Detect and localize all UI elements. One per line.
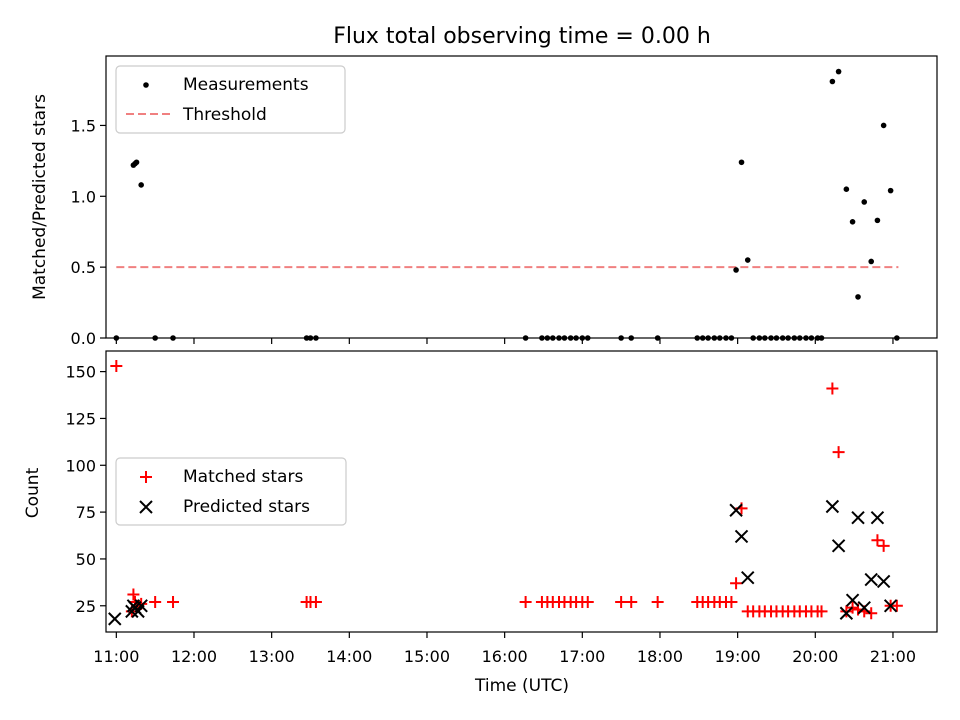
ratio-y-tick-label: 1.0 (71, 187, 96, 206)
count-panel-frame (105, 350, 938, 633)
count-y-tick-label: 25 (76, 597, 96, 616)
measurement-point (868, 258, 875, 265)
predicted-star-point (134, 599, 148, 613)
predicted-star-point (108, 612, 122, 626)
matched-star-point (615, 596, 628, 609)
measurement-point (843, 186, 850, 193)
matched-star-point (725, 596, 738, 609)
matched-star-point (832, 446, 845, 459)
legend-measurements-marker (143, 82, 149, 88)
matched-star-point (581, 596, 594, 609)
x-tick-label: 21:00 (870, 647, 916, 666)
measurement-point (733, 267, 739, 273)
matched-star-point (890, 599, 903, 612)
count-legend-box (115, 457, 347, 526)
measurement-point (861, 199, 868, 205)
x-tick-label: 12:00 (171, 647, 217, 666)
predicted-star-point (864, 572, 878, 587)
predicted-star-point (831, 539, 846, 553)
ratio-panel: 0.0 0.5 1.0 1.5 Matched/Predicted stars Mea… (30, 55, 938, 348)
measurement-point (887, 187, 894, 194)
count-y-tick-label: 125 (65, 409, 96, 428)
matched-star-point (840, 605, 853, 618)
ratio-y-axis-label: Matched/Predicted stars (30, 94, 50, 300)
matched-star-point (110, 359, 123, 372)
matched-star-point (826, 382, 839, 395)
matched-star-point (519, 596, 532, 609)
measurement-point (133, 159, 140, 166)
measurement-point (874, 217, 881, 224)
x-tick-label: 19:00 (715, 647, 761, 666)
x-tick-label: 17:00 (559, 647, 605, 666)
count-legend: Matched stars Predicted stars (115, 457, 347, 526)
predicted-star-point (741, 570, 755, 585)
matched-star-point (309, 596, 322, 609)
predicted-star-point (883, 599, 898, 613)
predicted-star-point (870, 511, 885, 525)
x-tick-label: 14:00 (326, 647, 372, 666)
matched-star-point (871, 534, 884, 547)
matched-star-point (815, 605, 828, 618)
matched-star-point (651, 596, 664, 609)
matched-star-point (127, 588, 140, 601)
legend-predicted-label: Predicted stars (183, 497, 310, 517)
x-tick-label: 13:00 (249, 647, 295, 666)
ratio-panel-frame (105, 55, 938, 339)
measurement-point (855, 294, 861, 300)
ratio-legend-box (115, 65, 346, 134)
measurement-point (138, 182, 144, 188)
x-tick-label: 16:00 (482, 647, 528, 666)
matched-star-point (730, 577, 743, 590)
x-tick-label: 20:00 (792, 647, 838, 666)
predicted-star-point (845, 593, 860, 607)
legend-matched-marker (140, 471, 152, 483)
matched-star-point (167, 596, 180, 609)
predicted-star-point (839, 606, 854, 620)
count-y-tick-label: 75 (76, 503, 96, 522)
predicted-star-point (876, 574, 891, 589)
count-y-tick-label: 150 (65, 363, 96, 382)
predicted-star-point (851, 511, 865, 525)
predicted-star-point (729, 503, 743, 517)
legend-predicted-marker (139, 500, 153, 514)
predicted-star-point (734, 529, 749, 544)
x-tick-label: 18:00 (637, 647, 683, 666)
legend-matched-label: Matched stars (183, 467, 303, 487)
ratio-y-tick-label: 0.0 (71, 329, 96, 348)
x-tick-label: 11:00 (93, 647, 139, 666)
ratio-y-tick-label: 0.5 (71, 258, 96, 277)
x-axis-label: Time (UTC) (474, 676, 569, 696)
x-tick-label: 15:00 (404, 647, 450, 666)
measurement-point (829, 78, 836, 85)
matched-star-point (865, 607, 878, 620)
count-y-tick-label: 100 (65, 456, 96, 475)
count-y-axis-label: Count (23, 467, 43, 518)
count-y-tick-label: 50 (76, 550, 96, 569)
count-panel: 25 50 75 100 125 150 11:00 12:00 13:00 14:00 15:00… (23, 350, 938, 696)
measurement-point (880, 122, 887, 129)
ratio-y-tick-label: 1.5 (71, 116, 96, 135)
legend-measurements-label: Measurements (183, 75, 309, 95)
ratio-legend: Measurements Threshold (115, 65, 346, 134)
predicted-star-point (825, 499, 840, 514)
measurement-point (738, 159, 745, 166)
measurement-point (849, 218, 856, 225)
matched-star-point (877, 539, 890, 552)
matched-star-point (625, 596, 638, 609)
measurement-point (744, 257, 751, 263)
matched-star-point (149, 596, 162, 609)
measurement-point (835, 68, 842, 75)
legend-threshold-label: Threshold (182, 105, 267, 125)
predicted-star-point (857, 600, 871, 615)
chart-title: Flux total observing time = 0.00 h (333, 24, 711, 49)
